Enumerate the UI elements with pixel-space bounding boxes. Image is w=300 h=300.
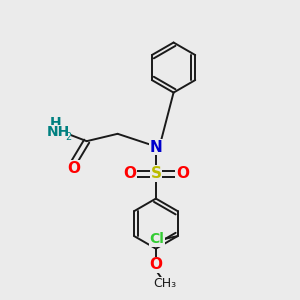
Text: N: N bbox=[149, 140, 162, 154]
Text: S: S bbox=[150, 166, 161, 181]
Text: O: O bbox=[149, 257, 162, 272]
Text: O: O bbox=[123, 166, 136, 181]
Text: 2: 2 bbox=[65, 132, 72, 142]
Text: Cl: Cl bbox=[149, 232, 164, 246]
Text: O: O bbox=[67, 161, 80, 176]
Text: O: O bbox=[176, 166, 189, 181]
Text: H: H bbox=[50, 116, 61, 130]
Text: CH₃: CH₃ bbox=[153, 278, 176, 290]
Text: NH: NH bbox=[47, 125, 70, 139]
